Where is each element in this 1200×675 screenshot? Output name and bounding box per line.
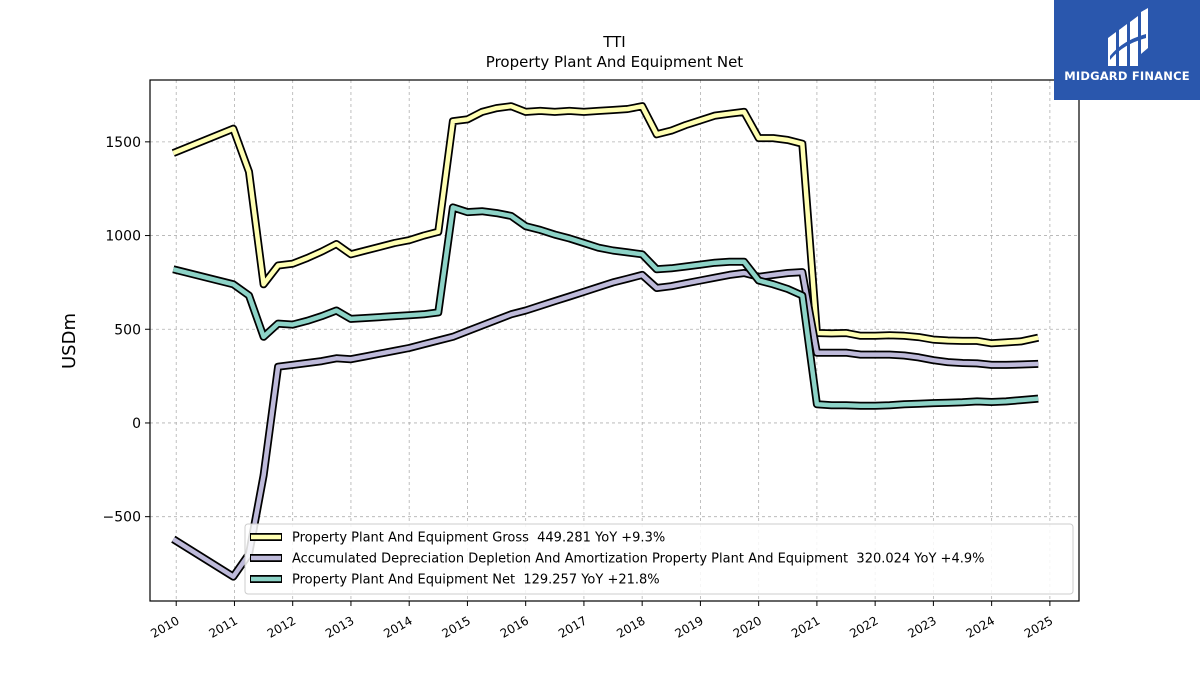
y-tick-label: 500 (114, 322, 141, 338)
x-tick-label: 2025 (1022, 613, 1055, 640)
brand-logo: MIDGARD FINANCE (1054, 0, 1200, 100)
series-2-line (172, 205, 1039, 408)
plot-frame (149, 79, 1080, 602)
x-tick-label: 2019 (672, 613, 705, 640)
brand-name: MIDGARD FINANCE (1064, 69, 1190, 83)
y-tick-label: 1500 (105, 135, 141, 151)
series-layer (171, 102, 1040, 581)
series-1-line (172, 269, 1039, 579)
y-tick-label: 0 (132, 416, 141, 432)
x-tick-label: 2022 (847, 613, 880, 640)
x-tick-label: 2015 (439, 613, 472, 640)
legend: Property Plant And Equipment Gross 449.2… (244, 523, 1074, 595)
chart-subtitle: Property Plant And Equipment Net (486, 53, 743, 71)
legend-label: Property Plant And Equipment Gross 449.2… (292, 531, 665, 546)
y-tick-label: −500 (103, 510, 141, 526)
chart-title: TTI (602, 33, 626, 51)
x-tick-label: 2010 (148, 613, 181, 640)
y-axis-label: USDm (59, 313, 80, 369)
x-tick-label: 2016 (498, 613, 531, 640)
legend-label: Accumulated Depreciation Depletion And A… (292, 552, 984, 567)
legend-box (244, 523, 1074, 595)
series-2-outline (172, 203, 1039, 410)
x-tick-label: 2017 (556, 613, 589, 640)
logo-mark-icon (1108, 8, 1148, 66)
x-tick-label: 2014 (381, 613, 414, 640)
x-tick-label: 2018 (614, 613, 647, 640)
series-0-line (172, 103, 1039, 346)
x-tick-label: 2024 (964, 613, 997, 640)
x-tick-label: 2021 (789, 613, 822, 640)
x-axis: 2010 2011 2012 2013 2014 2015 2016 2017 2018 2019… (148, 601, 1055, 641)
x-tick-label: 2012 (265, 613, 298, 640)
y-axis: −500 0 500 1000 1500 (103, 135, 150, 526)
x-tick-label: 2013 (323, 613, 356, 640)
x-tick-label: 2020 (731, 613, 764, 640)
legend-label: Property Plant And Equipment Net 129.257… (292, 573, 660, 588)
y-tick-label: 1000 (105, 229, 141, 245)
x-tick-label: 2011 (207, 613, 240, 640)
grid (150, 80, 1079, 601)
series-group (171, 102, 1040, 581)
x-tick-label: 2023 (905, 613, 938, 640)
